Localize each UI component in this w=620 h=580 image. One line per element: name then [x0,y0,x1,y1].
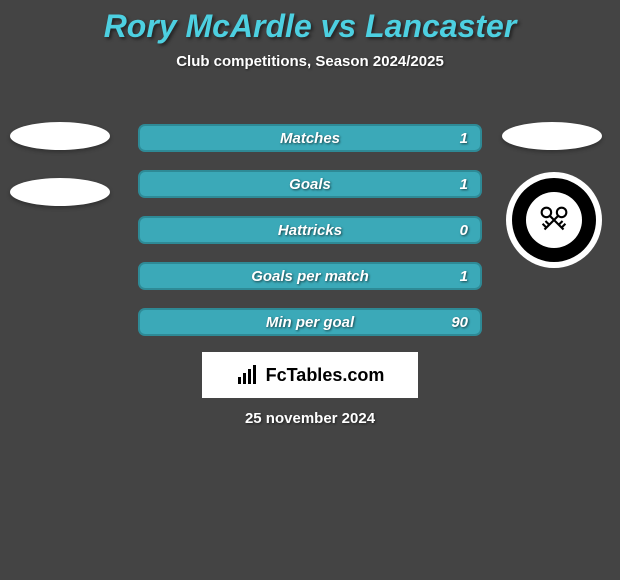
stat-label: Goals per match [251,268,369,285]
stats-card: Rory McArdle vs Lancaster Club competiti… [0,0,620,580]
stat-value: 0 [460,222,468,239]
logo-text: FcTables.com [266,365,385,386]
stat-value: 90 [451,314,468,331]
date-text: 25 november 2024 [0,410,620,427]
avatar-placeholder [502,122,602,150]
club-badge-center [526,192,582,248]
left-avatar-group [10,122,110,206]
stats-list: Matches 1 Goals 1 Hattricks 0 Goals per … [138,124,482,336]
source-logo: FcTables.com [202,352,418,398]
stat-label: Goals [289,176,331,193]
stat-value: 1 [460,176,468,193]
stat-label: Matches [280,130,340,147]
stat-row-hattricks: Hattricks 0 [138,216,482,244]
stat-value: 1 [460,268,468,285]
page-title: Rory McArdle vs Lancaster [0,0,620,45]
stat-row-matches: Matches 1 [138,124,482,152]
avatar-placeholder [10,122,110,150]
avatar-placeholder [10,178,110,206]
stat-row-min-per-goal: Min per goal 90 [138,308,482,336]
bars-icon [236,363,260,387]
keys-icon [535,201,573,239]
stat-row-goals-per-match: Goals per match 1 [138,262,482,290]
stat-label: Min per goal [266,314,354,331]
stat-row-goals: Goals 1 [138,170,482,198]
subtitle: Club competitions, Season 2024/2025 [0,53,620,70]
club-badge [506,172,602,268]
club-badge-ring [512,178,596,262]
stat-value: 1 [460,130,468,147]
stat-label: Hattricks [278,222,342,239]
